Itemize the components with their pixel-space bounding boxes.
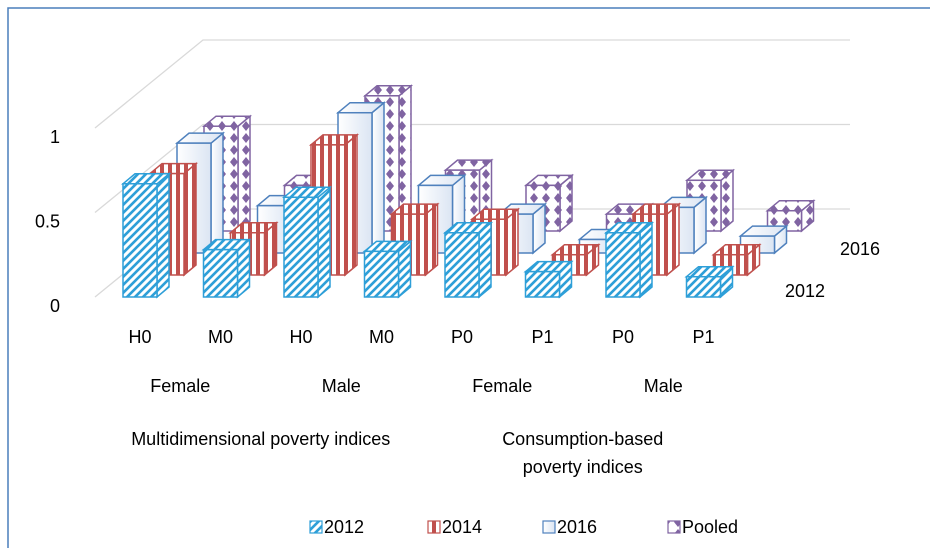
legend-label: 2014 [442, 517, 482, 537]
depth-label: 2012 [785, 281, 825, 301]
bar-group [684, 265, 735, 299]
x-super-group-label: Consumption-based poverty indices [502, 429, 664, 477]
chart-border [7, 7, 930, 548]
legend-swatch [309, 520, 323, 534]
x-group-label: Female [472, 376, 532, 396]
y-tick-label: 0 [50, 296, 60, 316]
legend-swatch [667, 520, 681, 534]
x-tick-label: P0 [451, 327, 473, 347]
bar-group [120, 172, 172, 299]
bar [283, 196, 319, 298]
bar [685, 275, 722, 298]
legend-swatch [542, 520, 556, 534]
legend-label: Pooled [682, 517, 738, 537]
x-super-group-label: Multidimensional poverty indices [131, 429, 391, 449]
bar-group [201, 238, 252, 299]
y-tick-label: 0.5 [35, 211, 60, 231]
bar-group [281, 185, 333, 299]
bar [444, 232, 480, 298]
bar-side [639, 221, 653, 299]
y-tick-label: 1 [50, 127, 60, 147]
bar [605, 232, 641, 298]
x-group-label: Male [322, 376, 361, 396]
x-group-label: Male [644, 376, 683, 396]
legend-label: 2012 [324, 517, 364, 537]
bar-side [478, 221, 492, 299]
bar-side [424, 202, 439, 277]
bar-group [442, 221, 494, 299]
grid-line [94, 39, 850, 129]
bar-side [210, 131, 224, 255]
x-tick-label: M0 [208, 327, 233, 347]
bar-side [666, 202, 680, 277]
legend-label: 2016 [557, 517, 597, 537]
legend-swatch [427, 520, 441, 534]
x-group-label: Female [150, 376, 210, 396]
bar-side [505, 207, 519, 277]
bar [363, 250, 400, 298]
bar [524, 270, 561, 298]
x-tick-label: M0 [369, 327, 394, 347]
bar-side [371, 101, 385, 255]
bar-side [183, 161, 197, 277]
x-tick-label: H0 [289, 327, 312, 347]
x-tick-label: P1 [692, 327, 714, 347]
bar-side [344, 133, 358, 277]
bar-side [156, 172, 170, 299]
x-tick-label: H0 [128, 327, 151, 347]
bar-group [362, 239, 413, 299]
bar-group [603, 221, 655, 299]
bar [122, 183, 158, 298]
bar-group [523, 260, 574, 299]
x-tick-label: P0 [612, 327, 634, 347]
bar-side [317, 185, 331, 299]
x-tick-label: P1 [531, 327, 553, 347]
bar [202, 248, 239, 298]
depth-label: 2016 [840, 239, 880, 259]
bar-side [237, 114, 251, 233]
